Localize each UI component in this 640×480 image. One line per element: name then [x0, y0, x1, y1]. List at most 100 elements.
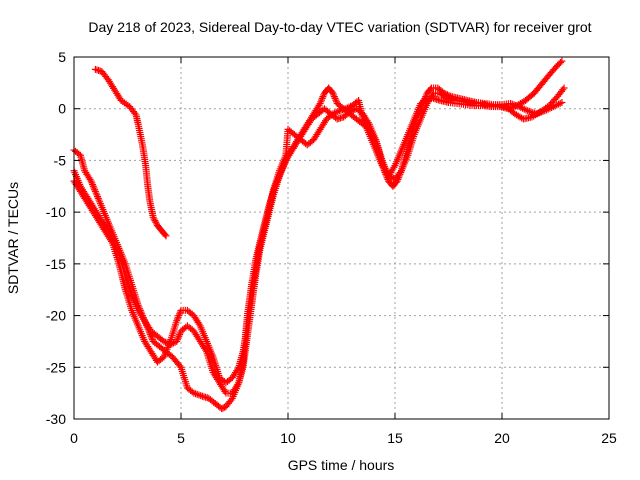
data-point	[95, 196, 103, 204]
data-point	[221, 387, 229, 395]
x-tick-label: 0	[70, 430, 78, 446]
data-point	[195, 391, 203, 399]
chart-title: Day 218 of 2023, Sidereal Day-to-day VTE…	[88, 19, 591, 35]
data-point	[551, 102, 559, 110]
data-point	[511, 102, 519, 110]
data-point	[510, 103, 518, 111]
data-point	[332, 108, 340, 116]
data-point	[234, 381, 242, 389]
plot-frame	[73, 56, 610, 420]
data-point	[390, 163, 398, 171]
y-tick-label: -5	[54, 152, 67, 168]
data-point	[428, 91, 436, 99]
data-point	[553, 101, 561, 109]
data-point	[174, 313, 182, 321]
y-tick-label: -20	[46, 308, 66, 324]
data-point	[330, 91, 338, 99]
y-tick-label: 0	[58, 101, 66, 117]
data-point	[554, 100, 562, 108]
data-point	[560, 84, 568, 92]
data-point	[160, 337, 168, 345]
data-point	[556, 99, 564, 107]
x-axis-label: GPS time / hours	[288, 457, 395, 473]
x-tick-label: 5	[177, 430, 185, 446]
y-tick-label: -25	[46, 359, 66, 375]
axis-ticks: 0 5 10 15 20 25 -30 -25 -20 -15 -10 -5 0 5	[46, 49, 617, 446]
data-point	[173, 336, 181, 344]
data-point	[173, 317, 181, 325]
data-point	[87, 177, 95, 185]
data-point	[522, 106, 530, 114]
data-point	[89, 182, 97, 190]
data-point	[234, 365, 242, 373]
data-point	[426, 85, 434, 93]
data-point	[318, 96, 326, 104]
data-point	[176, 362, 184, 370]
data-point	[556, 59, 564, 67]
data-point	[334, 108, 342, 116]
data-point	[421, 96, 429, 104]
data-point	[89, 181, 97, 189]
x-tick-label: 10	[280, 430, 296, 446]
data-point	[504, 105, 512, 113]
data-point	[150, 215, 158, 223]
data-point	[162, 232, 170, 240]
data-point	[161, 231, 169, 239]
data-point	[559, 86, 567, 94]
x-tick-label: 15	[387, 430, 403, 446]
data-point	[94, 193, 102, 201]
data-point	[342, 105, 350, 113]
y-axis-label: SDTVAR / TECUs	[5, 182, 21, 294]
data-point	[316, 100, 324, 108]
data-point	[318, 94, 326, 102]
data-point	[161, 338, 169, 346]
data-point	[151, 217, 159, 225]
y-tick-label: -15	[46, 256, 66, 272]
data-point	[175, 312, 183, 320]
data-point	[90, 184, 98, 192]
data-point	[527, 108, 535, 116]
data-point	[330, 93, 338, 101]
data-point	[345, 103, 353, 111]
data-point	[332, 96, 340, 104]
data-point	[520, 105, 528, 113]
y-tick-label: 5	[58, 49, 66, 65]
data-point	[329, 89, 337, 97]
data-point	[506, 104, 514, 112]
data-point	[227, 396, 235, 404]
data-point	[192, 390, 200, 398]
data-point	[396, 168, 404, 176]
data-point	[558, 99, 566, 107]
data-point	[343, 104, 351, 112]
data-point	[176, 331, 184, 339]
y-tick-label: -10	[46, 204, 66, 220]
data-point	[508, 103, 516, 111]
data-point	[190, 389, 198, 397]
data-point	[173, 315, 181, 323]
data-point	[319, 93, 327, 101]
data-point	[525, 107, 533, 115]
data-point	[94, 194, 102, 202]
data-point	[331, 94, 339, 102]
x-tick-label: 25	[601, 430, 617, 446]
data-point	[173, 337, 181, 345]
data-point	[197, 392, 205, 400]
data-point	[331, 109, 339, 117]
data-point	[558, 57, 566, 65]
y-tick-label: -30	[46, 411, 66, 427]
data-point	[195, 320, 203, 328]
data-point	[92, 189, 100, 197]
data-point	[193, 390, 201, 398]
data-point	[93, 191, 101, 199]
data-point	[148, 334, 156, 342]
data-point	[107, 237, 115, 245]
data-point	[152, 218, 160, 226]
data-point	[174, 334, 182, 342]
data-point	[524, 107, 532, 115]
data-point	[91, 187, 99, 195]
data-point	[91, 186, 99, 194]
data-point	[149, 213, 157, 221]
x-tick-label: 20	[494, 430, 510, 446]
data-point	[175, 332, 183, 340]
data-point	[88, 179, 96, 187]
